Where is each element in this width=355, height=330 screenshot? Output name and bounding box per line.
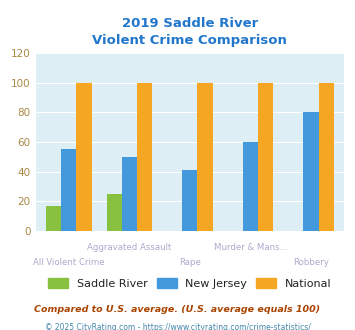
Bar [106, 194, 122, 231]
Text: All Violent Crime: All Violent Crime [33, 258, 105, 267]
Text: Compared to U.S. average. (U.S. average equals 100): Compared to U.S. average. (U.S. average … [34, 305, 321, 314]
Bar [243, 142, 258, 231]
Bar [197, 82, 213, 231]
Text: Rape: Rape [179, 258, 201, 267]
Legend: Saddle River, New Jersey, National: Saddle River, New Jersey, National [44, 273, 336, 293]
Text: Robbery: Robbery [293, 258, 329, 267]
Bar [46, 206, 61, 231]
Bar [137, 82, 152, 231]
Bar [304, 112, 319, 231]
Bar [319, 82, 334, 231]
Bar [76, 82, 92, 231]
Text: © 2025 CityRating.com - https://www.cityrating.com/crime-statistics/: © 2025 CityRating.com - https://www.city… [45, 323, 310, 330]
Bar [122, 157, 137, 231]
Bar [61, 149, 76, 231]
Bar [258, 82, 273, 231]
Title: 2019 Saddle River
Violent Crime Comparison: 2019 Saddle River Violent Crime Comparis… [93, 17, 287, 48]
Text: Aggravated Assault: Aggravated Assault [87, 244, 171, 252]
Bar [182, 170, 197, 231]
Text: Murder & Mans...: Murder & Mans... [214, 244, 287, 252]
